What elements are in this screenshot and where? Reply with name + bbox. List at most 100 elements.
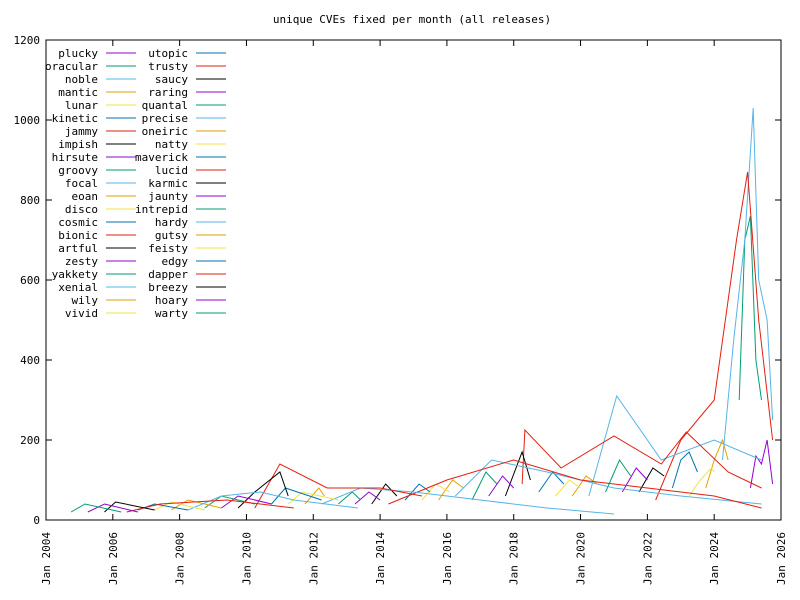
legend-label-hoary: hoary [155,294,188,307]
legend-label-breezy: breezy [148,281,188,294]
series-line-vivid [421,483,450,501]
series-line-plucky [749,439,774,489]
legend-label-focal: focal [65,177,98,190]
y-tick-label: 1200 [14,34,41,47]
series-line-focal [588,394,762,497]
series-line-groovy [605,458,632,493]
y-axis: 0 200 400 600 800 1000 1200 [14,34,781,527]
series-line-dapper [126,499,294,513]
series-line-precise [321,487,615,515]
legend-label-zesty: zesty [65,255,98,268]
series-line-jaunty [221,495,272,509]
legend-label-warty: warty [155,307,188,320]
series-line-feisty [154,501,205,511]
x-tick-label: Jan 2024 [708,532,721,585]
legend-label-intrepid: intrepid [135,203,188,216]
legend-label-yakkety: yakkety [52,268,99,281]
legend-label-natty: natty [155,138,188,151]
legend-label-artful: artful [58,242,98,255]
legend-label-cosmic: cosmic [58,216,98,229]
series-line-disco [555,479,581,497]
legend-label-precise: precise [142,112,188,125]
legend-label-impish: impish [58,138,98,151]
legend-label-lunar: lunar [65,99,98,112]
legend: pluckyoracularnoblemanticlunarkineticjam… [45,47,226,320]
legend-label-saucy: saucy [155,73,188,86]
legend-label-xenial: xenial [58,281,98,294]
legend-label-kinetic: kinetic [52,112,98,125]
legend-label-maverick: maverick [135,151,188,164]
series-line-yakkety [471,471,498,501]
series-line-zesty [488,475,515,497]
legend-label-vivid: vivid [65,307,98,320]
series-line-karmic [237,471,289,509]
legend-label-oneiric: oneiric [142,125,188,138]
series-line-artful [504,450,531,497]
series-line-kinetic [671,451,698,489]
series-line-mantic [705,438,729,489]
series-line-lucid [254,463,422,509]
legend-label-dapper: dapper [148,268,188,281]
legend-label-bionic: bionic [58,229,98,242]
series-line-gutsy [171,499,222,511]
legend-label-hirsute: hirsute [52,151,98,164]
x-tick-label: Jan 2020 [575,532,588,585]
x-tick-label: Jan 2010 [240,532,253,585]
y-tick-label: 1000 [14,114,41,127]
legend-label-karmic: karmic [148,177,188,190]
legend-label-groovy: groovy [58,164,98,177]
series-line-oneiric [304,487,325,505]
x-tick-label: Jan 2016 [441,532,454,585]
legend-label-quantal: quantal [142,99,188,112]
series-line-saucy [371,483,398,505]
x-tick-label: Jan 2004 [40,532,53,585]
legend-label-jammy: jammy [65,125,98,138]
series-line-utopic [404,483,431,501]
legend-label-raring: raring [148,86,188,99]
series-line-trusty [388,459,762,509]
legend-label-trusty: trusty [148,60,188,73]
series-line-impish [638,467,665,493]
series-layer [70,107,774,515]
series-line-warty [70,503,122,513]
legend-label-eoan: eoan [72,190,99,203]
legend-label-edgy: edgy [162,255,189,268]
series-line-hoary [87,503,139,513]
legend-label-feisty: feisty [148,242,188,255]
x-tick-label: Jan 2018 [508,532,521,585]
legend-label-utopic: utopic [148,47,188,60]
series-line-bionic [521,428,762,489]
legend-label-wily: wily [72,294,99,307]
legend-label-noble: noble [65,73,98,86]
legend-label-disco: disco [65,203,98,216]
x-axis: Jan 2004 Jan 2006 Jan 2008 Jan 2010 Jan 2012… [40,40,788,585]
legend-label-jaunty: jaunty [148,190,188,203]
series-line-lunar [688,467,715,497]
series-line-noble [722,107,774,461]
legend-label-lucid: lucid [155,164,188,177]
legend-label-oracular: oracular [45,60,98,73]
legend-label-mantic: mantic [58,86,98,99]
series-line-raring [354,491,381,505]
series-line-wily [438,479,464,501]
y-tick-label: 0 [33,514,40,527]
y-tick-label: 600 [20,274,40,287]
series-line-quantal [337,491,361,505]
series-line-hirsute [621,467,648,493]
x-tick-label: Jan 2006 [107,532,120,585]
x-tick-label: Jan 2026 [775,532,788,585]
y-tick-label: 200 [20,434,40,447]
x-tick-label: Jan 2008 [174,532,187,585]
y-tick-label: 400 [20,354,40,367]
x-tick-label: Jan 2012 [307,532,320,585]
y-tick-label: 800 [20,194,40,207]
legend-label-hardy: hardy [155,216,188,229]
legend-label-gutsy: gutsy [155,229,188,242]
series-line-xenial [454,459,762,505]
x-tick-label: Jan 2022 [641,532,654,585]
chart-title: unique CVEs fixed per month (all release… [273,13,551,26]
series-line-jammy [655,171,774,501]
x-tick-label: Jan 2014 [374,532,387,585]
legend-label-plucky: plucky [58,47,98,60]
